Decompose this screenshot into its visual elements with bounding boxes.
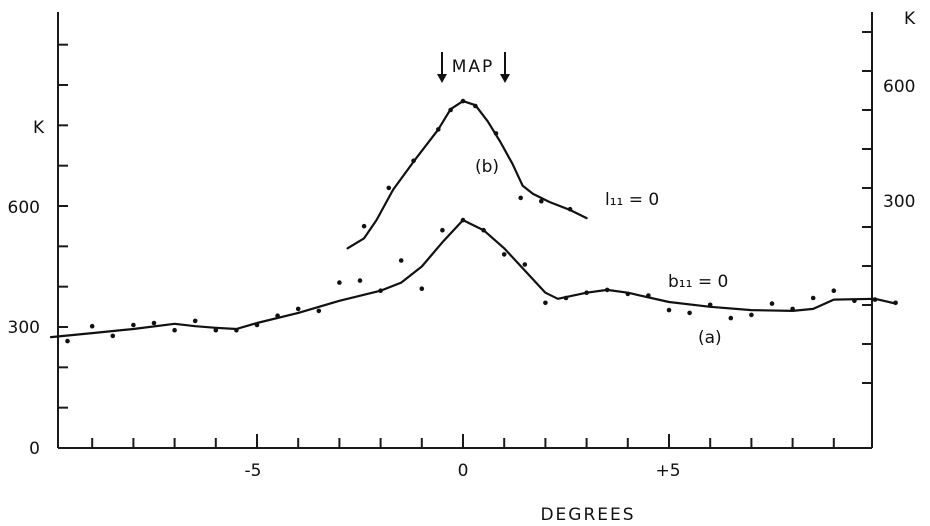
series-a-point-8 (234, 327, 239, 333)
right-tick-label-300: 300 (883, 192, 915, 212)
series-a-point-39 (872, 297, 878, 302)
series-b-point-4 (448, 107, 453, 113)
series-a-point-12 (316, 308, 322, 314)
right-tick-label-600: 600 (883, 77, 915, 97)
series-b-point-0 (361, 223, 367, 229)
series-a-point-34 (769, 301, 775, 306)
series-a-point-38 (852, 298, 857, 304)
curve-b-label: (b) (475, 157, 499, 177)
series-a-point-32 (728, 315, 734, 321)
series-a-point-33 (749, 312, 754, 318)
series-a-point-29 (666, 307, 672, 313)
series-b-point-6 (473, 103, 478, 109)
series-a-point-10 (275, 313, 280, 319)
series-a-point-14 (357, 278, 363, 283)
series-a-point-37 (831, 288, 837, 294)
b-equals-zero-label: b₁₁ = 0 (668, 272, 728, 292)
series-a-point-40 (893, 300, 898, 306)
series-b-point-8 (518, 195, 523, 201)
right-axis-ticks (862, 31, 872, 384)
map-left-arrowhead (437, 74, 447, 83)
series-a-point-36 (810, 295, 816, 301)
series-a-point-16 (398, 258, 404, 263)
series-a-point-5 (172, 327, 177, 333)
series-a-point-6 (192, 318, 198, 324)
x-axis-title: DEGREES (540, 505, 635, 525)
series-a-point-4 (151, 320, 157, 326)
series-a-point-2 (110, 333, 116, 339)
x-tick-label-minus5: -5 (245, 461, 262, 481)
series-a-point-3 (131, 322, 136, 328)
series-a-point-35 (790, 306, 795, 312)
series-b-curve (346, 100, 588, 250)
series-a-point-30 (687, 310, 692, 316)
series-a-point-18 (440, 227, 445, 233)
left-tick-label-0: 0 (29, 439, 40, 459)
series-a-point-31 (707, 302, 713, 308)
series-a-point-20 (481, 227, 486, 233)
series-a-point-27 (625, 291, 631, 297)
series-a-point-11 (295, 306, 301, 312)
series-a-point-13 (337, 280, 342, 285)
left-axis-unit: K (33, 118, 45, 138)
series-b-point-7 (493, 131, 499, 136)
map-right-arrowhead (500, 74, 510, 83)
series-a-point-0 (65, 338, 70, 344)
series-a-point-9 (254, 322, 260, 328)
series-a-point-23 (543, 300, 548, 306)
series-b-point-3 (436, 127, 441, 132)
series-a-point-22 (522, 262, 528, 267)
series-a-point-21 (501, 252, 507, 257)
left-tick-label-300: 300 (8, 318, 40, 338)
series-a-point-26 (604, 287, 610, 293)
series-a-point-7 (213, 327, 219, 333)
series-a-point-25 (584, 290, 589, 296)
series-layer (49, 98, 898, 344)
series-a-point-17 (419, 286, 425, 292)
series-b-point-9 (539, 198, 544, 204)
series-b-point-2 (411, 158, 416, 164)
x-tick-label-plus5: +5 (655, 461, 680, 481)
series-b-point-1 (386, 185, 392, 191)
x-axis-ticks (91, 434, 835, 448)
left-axis-ticks (58, 43, 68, 409)
right-axis-unit: K (904, 9, 916, 29)
l-equals-zero-label: l₁₁ = 0 (605, 190, 659, 210)
map-label: MAP (452, 57, 495, 77)
x-tick-label-0: 0 (458, 461, 469, 481)
series-a-point-24 (563, 295, 569, 301)
series-b-point-10 (567, 206, 573, 212)
series-a-curve (49, 219, 897, 339)
series-a-point-19 (460, 217, 466, 223)
curve-a-label: (a) (698, 328, 722, 348)
series-a-point-15 (378, 288, 383, 294)
series-b-point-5 (460, 98, 466, 104)
series-a-point-1 (89, 323, 95, 329)
series-a-point-28 (646, 293, 651, 298)
left-tick-label-600: 600 (8, 198, 40, 218)
